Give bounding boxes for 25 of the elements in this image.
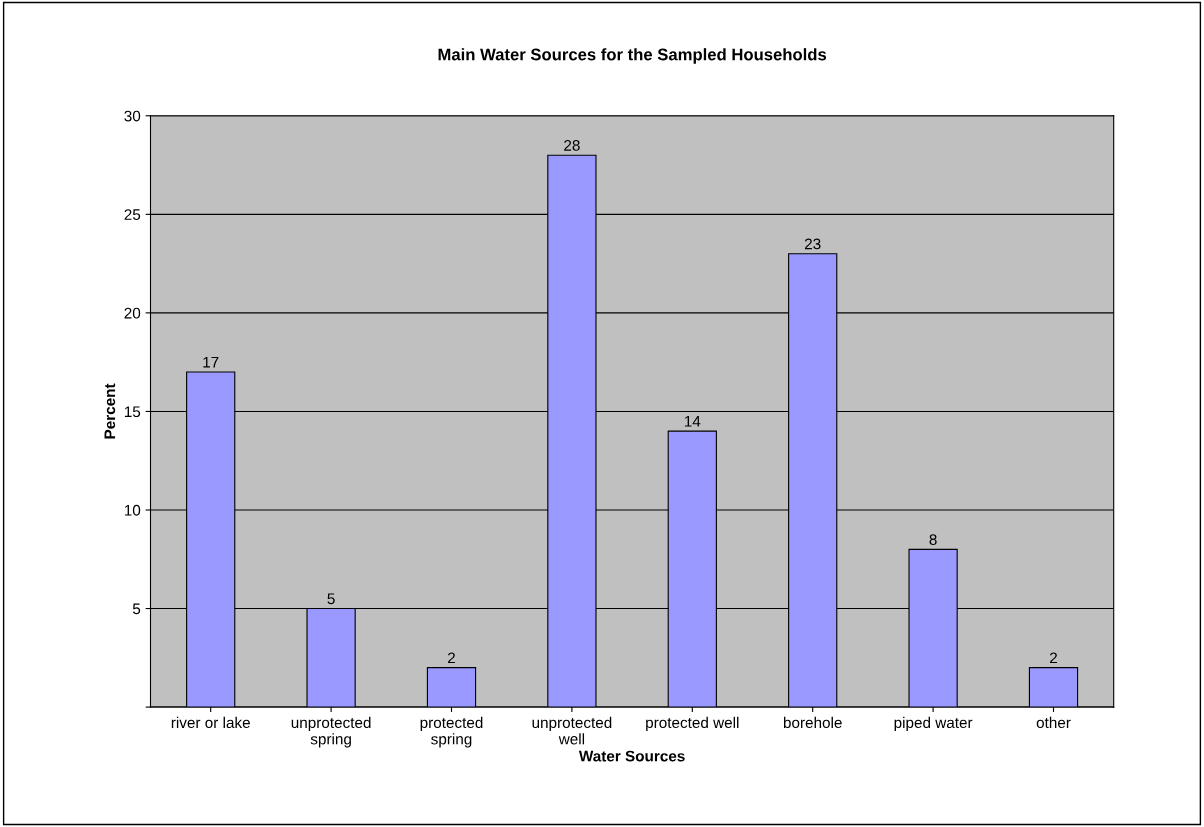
x-tick-label: other — [1036, 716, 1071, 729]
x-tick-label: unprotected well — [532, 716, 612, 745]
data-label: 23 — [804, 238, 821, 250]
data-label: 2 — [1050, 652, 1057, 664]
data-label: 14 — [684, 416, 701, 427]
x-tick-label: unprotected spring — [291, 716, 371, 748]
data-label: 5 — [327, 593, 335, 605]
data-label: 17 — [203, 356, 219, 368]
data-label: 28 — [564, 139, 580, 151]
y-tick-label: 20 — [124, 307, 141, 319]
y-tick-label: 5 — [132, 603, 141, 615]
data-label: 2 — [448, 652, 455, 664]
chart-title: Main Water Sources for the Sampled Households — [438, 48, 827, 64]
x-tick-label: protected well — [646, 716, 739, 732]
x-tick-label: borehole — [783, 716, 842, 729]
x-tick-label: piped water — [894, 716, 973, 732]
data-label: 8 — [929, 534, 937, 545]
x-tick-label: river or lake — [171, 716, 250, 729]
y-tick-label: 10 — [124, 504, 141, 516]
y-tick-label: 25 — [124, 209, 141, 221]
y-tick-label: 15 — [124, 406, 141, 418]
y-tick-label: 30 — [124, 110, 141, 122]
x-axis-title: Water Sources — [578, 750, 685, 762]
y-axis-title: Percent — [104, 383, 116, 439]
x-tick-label: protected spring — [420, 716, 483, 748]
